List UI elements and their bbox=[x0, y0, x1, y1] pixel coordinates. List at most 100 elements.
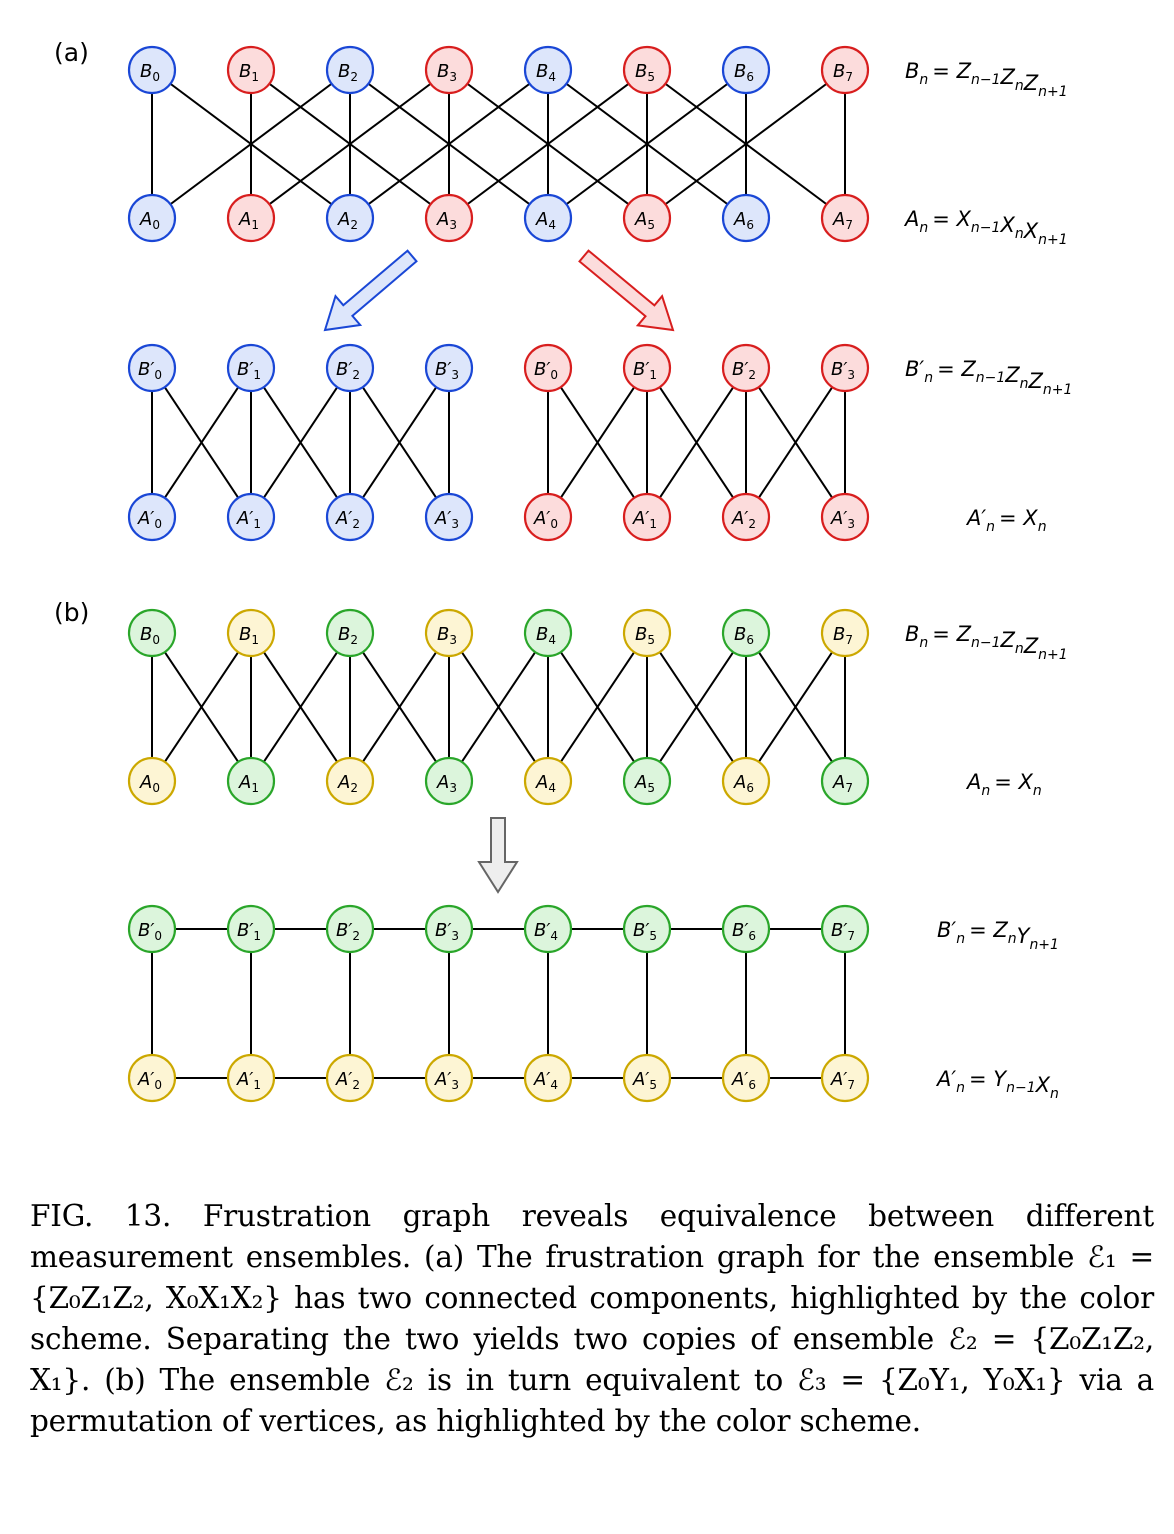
node-letter: B bbox=[831, 359, 843, 380]
graph-edge bbox=[349, 69, 549, 219]
equation-a-Ap: A′n = Xn bbox=[965, 506, 1047, 535]
node-index: 7 bbox=[845, 633, 853, 647]
graph-node: A7 bbox=[820, 193, 870, 243]
node-prime: ′ bbox=[645, 508, 649, 529]
graph-node: B′3 bbox=[424, 343, 474, 393]
node-circle bbox=[523, 1053, 573, 1103]
node-index: 7 bbox=[847, 1078, 855, 1092]
node-index: 0 bbox=[152, 70, 160, 84]
equation-factor: Z bbox=[1004, 363, 1020, 387]
graph-node: A′3 bbox=[424, 1053, 474, 1103]
graph-node: A′0 bbox=[523, 492, 573, 542]
graph-edge bbox=[250, 632, 351, 782]
equation-factor: Z bbox=[999, 628, 1015, 652]
graph-edge bbox=[646, 367, 747, 518]
node-circle bbox=[820, 756, 870, 806]
node-index: 7 bbox=[845, 70, 853, 84]
node-circle bbox=[622, 45, 672, 95]
node-circle bbox=[325, 756, 375, 806]
node-prime: ′ bbox=[843, 359, 847, 380]
graph-node: A2 bbox=[325, 193, 375, 243]
node-circle bbox=[820, 492, 870, 542]
node-circle bbox=[523, 492, 573, 542]
node-label: A5 bbox=[634, 209, 655, 232]
equation-factor-sub: n+1 bbox=[1043, 382, 1073, 398]
node-letter: A bbox=[535, 209, 548, 230]
node-index: 7 bbox=[845, 218, 853, 232]
equation-factor-sub: n+1 bbox=[1038, 84, 1068, 100]
node-index: 6 bbox=[748, 1078, 756, 1092]
equation-factor-sub: n bbox=[1038, 519, 1047, 535]
graph-node: A′5 bbox=[622, 1053, 672, 1103]
equation-lhs-sub: n bbox=[919, 635, 928, 651]
graph-node: A′0 bbox=[127, 1053, 177, 1103]
node-index: 3 bbox=[451, 1078, 459, 1092]
node-letter: B bbox=[536, 624, 548, 645]
node-label: A2 bbox=[337, 209, 358, 232]
node-circle bbox=[325, 608, 375, 658]
node-label: B′2 bbox=[732, 359, 756, 382]
equation-factor-sub: n−1 bbox=[971, 220, 1001, 236]
node-circle bbox=[820, 608, 870, 658]
node-letter: A bbox=[436, 772, 449, 793]
node-index: 0 bbox=[152, 633, 160, 647]
equation-factor-sub: n−1 bbox=[1006, 1080, 1036, 1096]
node-circle bbox=[325, 904, 375, 954]
node-prime: ′ bbox=[249, 508, 253, 529]
node-letter: A bbox=[238, 209, 251, 230]
node-index: 0 bbox=[550, 517, 558, 531]
node-index: 5 bbox=[647, 633, 655, 647]
graph-node: B′2 bbox=[721, 343, 771, 393]
node-letter: B bbox=[237, 920, 249, 941]
equation-equals: = bbox=[932, 207, 956, 231]
equation-factor: X bbox=[999, 213, 1015, 237]
node-label: A6 bbox=[733, 772, 754, 795]
node-label: B′1 bbox=[237, 920, 261, 943]
graph-node: B0 bbox=[127, 45, 177, 95]
equation-factor: X bbox=[1023, 219, 1039, 243]
equation-factor-sub: n bbox=[1033, 783, 1042, 799]
equation-factor: X bbox=[1035, 1073, 1051, 1097]
node-prime: ′ bbox=[249, 359, 253, 380]
equation-factor-sub: n bbox=[1050, 1086, 1059, 1102]
equation-b-Bp: B′n = ZnYn+1 bbox=[937, 918, 1059, 953]
node-circle bbox=[325, 1053, 375, 1103]
node-letter: B bbox=[633, 359, 645, 380]
node-circle bbox=[325, 343, 375, 393]
graph-node: B5 bbox=[622, 608, 672, 658]
node-letter: B bbox=[437, 61, 449, 82]
node-circle bbox=[127, 193, 177, 243]
graph-node: A2 bbox=[325, 756, 375, 806]
equation-factor-sub: n bbox=[1008, 931, 1017, 947]
node-index: 0 bbox=[154, 517, 162, 531]
graph-node: B′3 bbox=[424, 904, 474, 954]
node-circle bbox=[721, 343, 771, 393]
node-circle bbox=[622, 608, 672, 658]
node-label: B7 bbox=[833, 61, 853, 84]
equation-equals: = bbox=[969, 1067, 993, 1091]
node-index: 2 bbox=[748, 368, 756, 382]
node-index: 1 bbox=[251, 70, 259, 84]
node-letter: B bbox=[435, 920, 447, 941]
graph-node: B3 bbox=[424, 45, 474, 95]
node-circle bbox=[523, 343, 573, 393]
node-circle bbox=[622, 343, 672, 393]
graph-node: A′3 bbox=[424, 492, 474, 542]
node-circle bbox=[226, 756, 276, 806]
equation-factor: Z bbox=[956, 622, 972, 646]
node-label: A6 bbox=[733, 209, 754, 232]
node-label: A1 bbox=[238, 772, 259, 795]
node-circle bbox=[523, 904, 573, 954]
equation-equals: = bbox=[932, 59, 956, 83]
graph-node: A6 bbox=[721, 193, 771, 243]
node-circle bbox=[127, 343, 177, 393]
node-prime: ′ bbox=[447, 920, 451, 941]
graph-node: B4 bbox=[523, 608, 573, 658]
node-index: 2 bbox=[350, 70, 358, 84]
node-index: 5 bbox=[649, 1078, 657, 1092]
node-letter: A bbox=[139, 209, 152, 230]
equation-factor: Z bbox=[1028, 369, 1044, 393]
node-index: 4 bbox=[550, 929, 558, 943]
node-circle bbox=[127, 608, 177, 658]
